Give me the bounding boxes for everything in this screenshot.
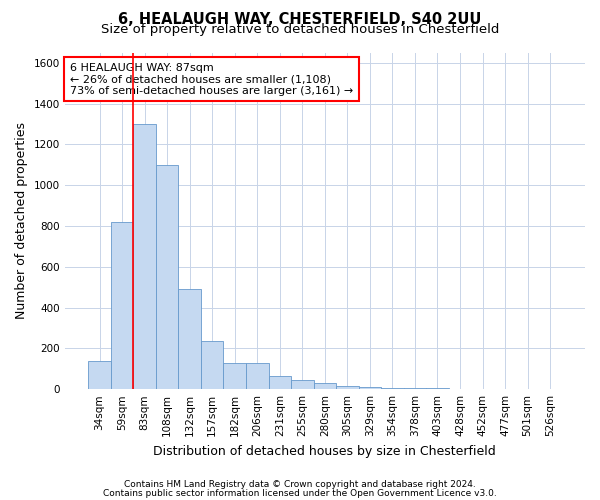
Bar (381, 388, 404, 389)
Text: Contains public sector information licensed under the Open Government Licence v3: Contains public sector information licen… (103, 489, 497, 498)
X-axis label: Distribution of detached houses by size in Chesterfield: Distribution of detached houses by size … (154, 444, 496, 458)
Bar (156, 164, 178, 389)
Text: Contains HM Land Registry data © Crown copyright and database right 2024.: Contains HM Land Registry data © Crown c… (124, 480, 476, 489)
Bar (336, 386, 359, 389)
Bar (178, 289, 201, 389)
Text: 6, HEALAUGH WAY, CHESTERFIELD, S40 2UU: 6, HEALAUGH WAY, CHESTERFIELD, S40 2UU (118, 12, 482, 28)
Bar (404, 388, 426, 389)
Bar (269, 376, 291, 389)
Text: 6 HEALAUGH WAY: 87sqm
← 26% of detached houses are smaller (1,108)
73% of semi-d: 6 HEALAUGH WAY: 87sqm ← 26% of detached … (70, 62, 353, 96)
Y-axis label: Number of detached properties: Number of detached properties (15, 122, 28, 320)
Bar (314, 383, 336, 389)
Bar (291, 380, 314, 389)
Bar (133, 124, 156, 389)
Bar (426, 388, 449, 389)
Bar (471, 388, 494, 389)
Bar (111, 222, 133, 389)
Text: Size of property relative to detached houses in Chesterfield: Size of property relative to detached ho… (101, 22, 499, 36)
Bar (359, 386, 381, 389)
Bar (449, 388, 471, 389)
Bar (223, 362, 246, 389)
Bar (201, 341, 223, 389)
Bar (246, 362, 269, 389)
Bar (88, 360, 111, 389)
